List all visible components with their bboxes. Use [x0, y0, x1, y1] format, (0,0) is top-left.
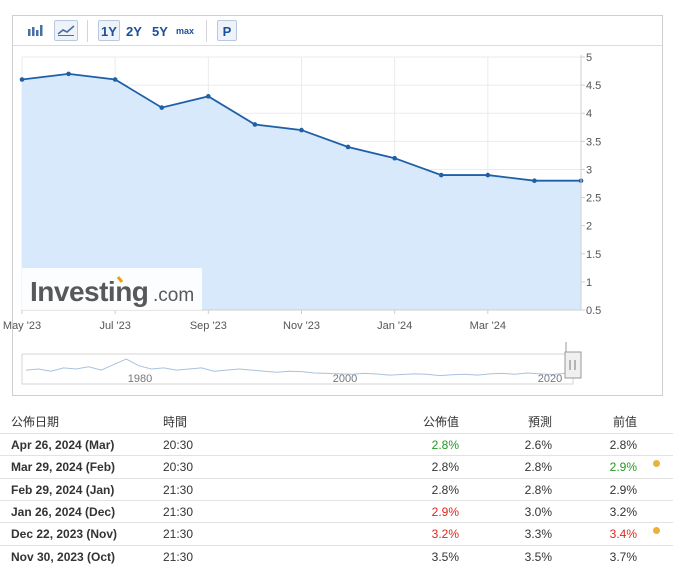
- watermark-accent: [116, 276, 124, 283]
- y-tick-label: 2: [586, 221, 592, 233]
- row-time: 21:30: [163, 504, 194, 519]
- range-5y-button[interactable]: 5Y: [152, 24, 168, 39]
- table-header: 公佈日期 時間 公佈值 預測 前值: [0, 408, 673, 430]
- line-chart-icon[interactable]: [54, 20, 78, 41]
- row-previous: 3.2%: [609, 504, 637, 519]
- header-actual: 公佈值: [422, 415, 459, 429]
- data-point: [438, 172, 444, 178]
- row-actual: 3.2%: [431, 527, 459, 542]
- table-row: Jan 26, 2024 (Dec) 21:30 2.9% 3.0% 3.2%: [0, 499, 673, 522]
- row-time: 21:30: [163, 549, 194, 564]
- x-tick-label: May '23: [3, 320, 41, 332]
- table-row: Feb 29, 2024 (Jan) 21:30 2.8% 2.8% 2.9%: [0, 477, 673, 500]
- toolbar-divider: [87, 20, 88, 42]
- toolbar-divider: [206, 20, 207, 42]
- data-point: [66, 71, 71, 77]
- header-previous: 前值: [612, 415, 637, 429]
- table-row: Mar 29, 2024 (Feb) 20:30 2.8% 2.8% 2.9%: [0, 455, 673, 477]
- navigator-handle[interactable]: [564, 351, 582, 379]
- row-actual: 2.9%: [431, 504, 459, 519]
- watermark-suffix: .com: [153, 285, 194, 306]
- row-date: Jan 26, 2024 (Dec): [11, 504, 116, 519]
- x-tick-label: Jan '24: [377, 320, 412, 332]
- range-1y-button[interactable]: 1Y: [98, 20, 120, 41]
- navigator-line: [25, 358, 566, 377]
- y-tick-label: 1: [586, 277, 592, 289]
- navigator-label: 2000: [333, 373, 357, 385]
- revision-dot-icon: [653, 460, 660, 468]
- navigator: [21, 353, 574, 385]
- row-previous: 3.4%: [609, 527, 637, 542]
- row-time: 21:30: [163, 482, 194, 497]
- data-point: [299, 127, 304, 133]
- row-actual: 2.8%: [431, 460, 459, 475]
- data-point: [392, 155, 397, 161]
- row-previous: 2.8%: [609, 438, 637, 452]
- row-forecast: 3.3%: [524, 527, 552, 542]
- series-area: [22, 73, 581, 310]
- data-point: [206, 94, 211, 99]
- p-button[interactable]: P: [217, 20, 237, 41]
- row-time: 20:30: [163, 460, 194, 475]
- row-actual: 2.8%: [431, 438, 459, 452]
- row-forecast: 2.8%: [524, 482, 552, 497]
- y-tick-label: 0.5: [586, 305, 601, 317]
- y-tick-label: 5: [586, 52, 592, 64]
- header-date: 公佈日期: [11, 415, 60, 429]
- row-forecast: 3.5%: [524, 549, 552, 564]
- data-point: [485, 172, 491, 178]
- x-tick-label: Nov '23: [283, 320, 320, 332]
- row-date: Nov 30, 2023 (Oct): [11, 549, 116, 564]
- y-tick-label: 3: [586, 164, 592, 176]
- watermark-brand: Investing: [30, 276, 148, 307]
- row-previous: 3.7%: [609, 549, 637, 564]
- row-time: 21:30: [163, 527, 194, 542]
- data-point: [345, 144, 351, 150]
- row-forecast: 2.8%: [524, 460, 552, 475]
- navigator-label: 1980: [128, 373, 152, 385]
- chart-svg: 5 4.5 4 3.5 3 2.5 2 1.5 1 0.5 May '23 Jul '23 Sep '2…: [3, 52, 601, 385]
- row-time: 20:30: [163, 438, 194, 452]
- y-tick-label: 2.5: [586, 193, 601, 205]
- x-tick-label: Jul '23: [99, 320, 130, 332]
- x-tick-label: Mar '24: [470, 320, 506, 332]
- chart-toolbar: 1Y 2Y 5Y max P: [13, 16, 662, 46]
- row-date: Apr 26, 2024 (Mar): [11, 438, 115, 452]
- table-row: Apr 26, 2024 (Mar) 20:30 2.8% 2.6% 2.8%: [0, 433, 673, 455]
- data-point: [19, 77, 25, 82]
- row-forecast: 2.6%: [524, 438, 552, 452]
- row-date: Feb 29, 2024 (Jan): [11, 482, 115, 497]
- revision-dot-icon: [653, 527, 660, 535]
- y-tick-label: 3.5: [586, 136, 601, 148]
- header-time: 時間: [163, 415, 188, 429]
- range-max-button[interactable]: max: [175, 26, 194, 36]
- row-actual: 3.5%: [431, 549, 459, 564]
- watermark-box: [22, 268, 202, 310]
- data-point: [532, 178, 537, 183]
- bar-chart-icon[interactable]: [23, 20, 47, 41]
- table-row: Dec 22, 2023 (Nov) 21:30 3.2% 3.3% 3.4%: [0, 522, 673, 544]
- row-actual: 2.8%: [431, 482, 459, 497]
- y-tick-label: 1.5: [586, 249, 601, 261]
- row-previous: 2.9%: [609, 482, 637, 497]
- data-point: [112, 77, 118, 82]
- y-tick-label: 4.5: [586, 80, 601, 92]
- x-tick-label: Sep '23: [190, 320, 227, 332]
- row-date: Mar 29, 2024 (Feb): [11, 460, 116, 475]
- table-row: Nov 30, 2023 (Oct) 21:30 3.5% 3.5% 3.7%: [0, 544, 673, 567]
- row-forecast: 3.0%: [524, 504, 552, 519]
- y-tick-label: 4: [586, 108, 592, 120]
- range-2y-button[interactable]: 2Y: [126, 24, 142, 39]
- row-date: Dec 22, 2023 (Nov): [11, 527, 118, 542]
- data-point: [159, 105, 165, 110]
- header-forecast: 預測: [527, 415, 552, 429]
- row-previous: 2.9%: [609, 460, 637, 475]
- navigator-label: 2020: [538, 373, 562, 385]
- data-point: [252, 122, 258, 127]
